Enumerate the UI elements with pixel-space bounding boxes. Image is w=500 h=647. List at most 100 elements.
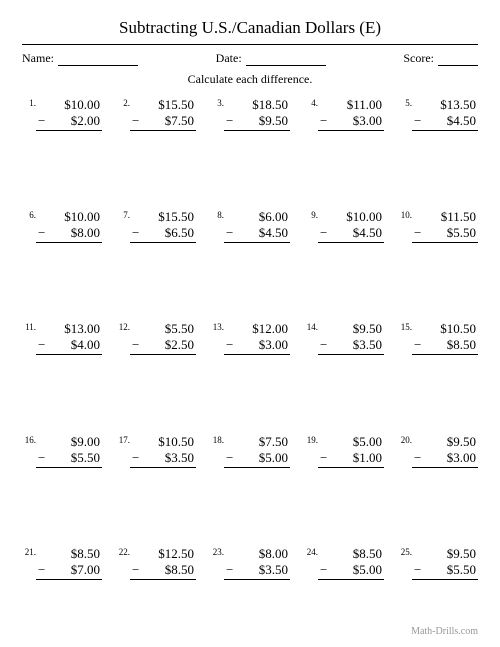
subtrahend-row: −$7.00 bbox=[36, 562, 102, 580]
problem: 7.$15.50−$6.50 bbox=[116, 209, 196, 281]
subtrahend: $4.00 bbox=[71, 337, 100, 353]
minuend: $15.50 bbox=[158, 97, 196, 113]
subtrahend: $8.50 bbox=[447, 337, 476, 353]
score-field: Score: bbox=[403, 51, 478, 66]
problem-math: $8.00−$3.50 bbox=[224, 546, 290, 580]
minus-sign: − bbox=[36, 450, 45, 466]
minus-sign: − bbox=[36, 225, 45, 241]
subtrahend-row: −$3.50 bbox=[130, 450, 196, 468]
minuend: $18.50 bbox=[252, 97, 290, 113]
subtrahend: $2.50 bbox=[165, 337, 194, 353]
problem-number: 2. bbox=[116, 97, 130, 108]
minus-sign: − bbox=[412, 337, 421, 353]
problem-number: 1. bbox=[22, 97, 36, 108]
problem-number: 6. bbox=[22, 209, 36, 220]
problem-number: 24. bbox=[304, 546, 318, 557]
minuend: $10.00 bbox=[64, 97, 102, 113]
problem-number: 21. bbox=[22, 546, 36, 557]
minuend: $12.00 bbox=[252, 321, 290, 337]
minus-sign: − bbox=[412, 450, 421, 466]
minuend: $10.50 bbox=[158, 434, 196, 450]
problem-number: 23. bbox=[210, 546, 224, 557]
problem-math: $18.50−$9.50 bbox=[224, 97, 290, 131]
problem-math: $5.00−$1.00 bbox=[318, 434, 384, 468]
minus-sign: − bbox=[318, 562, 327, 578]
date-blank[interactable] bbox=[246, 54, 326, 66]
problem: 11.$13.00−$4.00 bbox=[22, 321, 102, 393]
problem-number: 16. bbox=[22, 434, 36, 445]
problem-math: $8.50−$5.00 bbox=[318, 546, 384, 580]
minuend: $10.50 bbox=[440, 321, 478, 337]
minuend: $11.50 bbox=[441, 209, 478, 225]
date-field: Date: bbox=[216, 51, 326, 66]
subtrahend: $3.50 bbox=[353, 337, 382, 353]
subtrahend: $8.50 bbox=[165, 562, 194, 578]
problem-number: 5. bbox=[398, 97, 412, 108]
score-label: Score: bbox=[403, 51, 434, 66]
minus-sign: − bbox=[224, 225, 233, 241]
subtrahend-row: −$5.00 bbox=[224, 450, 290, 468]
subtrahend-row: −$9.50 bbox=[224, 113, 290, 131]
subtrahend: $3.00 bbox=[353, 113, 382, 129]
minus-sign: − bbox=[224, 562, 233, 578]
problem-math: $9.50−$5.50 bbox=[412, 546, 478, 580]
score-blank[interactable] bbox=[438, 54, 478, 66]
problem-number: 13. bbox=[210, 321, 224, 332]
subtrahend: $7.50 bbox=[165, 113, 194, 129]
problem-number: 22. bbox=[116, 546, 130, 557]
problem: 19.$5.00−$1.00 bbox=[304, 434, 384, 506]
problem-math: $10.00−$8.00 bbox=[36, 209, 102, 243]
problem: 21.$8.50−$7.00 bbox=[22, 546, 102, 618]
minus-sign: − bbox=[36, 562, 45, 578]
minus-sign: − bbox=[412, 562, 421, 578]
problem-math: $6.00−$4.50 bbox=[224, 209, 290, 243]
subtrahend-row: − $3.00 bbox=[412, 450, 478, 468]
problem-math: $9.50−$3.50 bbox=[318, 321, 384, 355]
problem-number: 7. bbox=[116, 209, 130, 220]
subtrahend: $3.00 bbox=[447, 450, 476, 466]
problem-math: $8.50−$7.00 bbox=[36, 546, 102, 580]
minuend: $8.50 bbox=[71, 546, 102, 562]
problem-math: $12.50−$8.50 bbox=[130, 546, 196, 580]
problem-math: $12.00−$3.00 bbox=[224, 321, 290, 355]
problems-grid: 1.$10.00−$2.002.$15.50−$7.503.$18.50−$9.… bbox=[22, 97, 478, 618]
footer-text: Math-Drills.com bbox=[22, 626, 478, 637]
subtrahend-row: −$8.00 bbox=[36, 225, 102, 243]
info-row: Name: Date: Score: bbox=[22, 51, 478, 66]
problem-math: $15.50−$6.50 bbox=[130, 209, 196, 243]
problem: 22.$12.50−$8.50 bbox=[116, 546, 196, 618]
problem-number: 14. bbox=[304, 321, 318, 332]
problem: 20.$9.50−$3.00 bbox=[398, 434, 478, 506]
minus-sign: − bbox=[130, 337, 139, 353]
subtrahend-row: −$1.00 bbox=[318, 450, 384, 468]
minuend: $10.00 bbox=[64, 209, 102, 225]
minus-sign: − bbox=[224, 337, 233, 353]
subtrahend-row: −$5.50 bbox=[412, 225, 478, 243]
problem: 10.$11.50−$5.50 bbox=[398, 209, 478, 281]
date-label: Date: bbox=[216, 51, 242, 66]
subtrahend-row: −$4.50 bbox=[224, 225, 290, 243]
minuend: $8.50 bbox=[353, 546, 384, 562]
subtrahend-row: − $3.00 bbox=[318, 113, 384, 131]
name-blank[interactable] bbox=[58, 54, 138, 66]
minuend: $9.50 bbox=[353, 321, 384, 337]
subtrahend: $3.50 bbox=[259, 562, 288, 578]
minus-sign: − bbox=[318, 113, 327, 129]
subtrahend-row: −$5.00 bbox=[318, 562, 384, 580]
problem: 9.$10.00−$4.50 bbox=[304, 209, 384, 281]
subtrahend-row: − $3.50 bbox=[224, 562, 290, 580]
name-field: Name: bbox=[22, 51, 138, 66]
problem-math: $5.50 − $2.50 bbox=[130, 321, 196, 355]
problem-number: 8. bbox=[210, 209, 224, 220]
problem: 23.$8.00−$3.50 bbox=[210, 546, 290, 618]
problem-math: $13.50−$4.50 bbox=[412, 97, 478, 131]
problem-number: 15. bbox=[398, 321, 412, 332]
problem-number: 17. bbox=[116, 434, 130, 445]
problem-number: 9. bbox=[304, 209, 318, 220]
problem: 1.$10.00−$2.00 bbox=[22, 97, 102, 169]
minuend: $5.50 bbox=[165, 321, 196, 337]
minus-sign: − bbox=[412, 225, 421, 241]
problem: 2.$15.50−$7.50 bbox=[116, 97, 196, 169]
problem-math: $9.00−$5.50 bbox=[36, 434, 102, 468]
subtrahend: $5.50 bbox=[447, 562, 476, 578]
